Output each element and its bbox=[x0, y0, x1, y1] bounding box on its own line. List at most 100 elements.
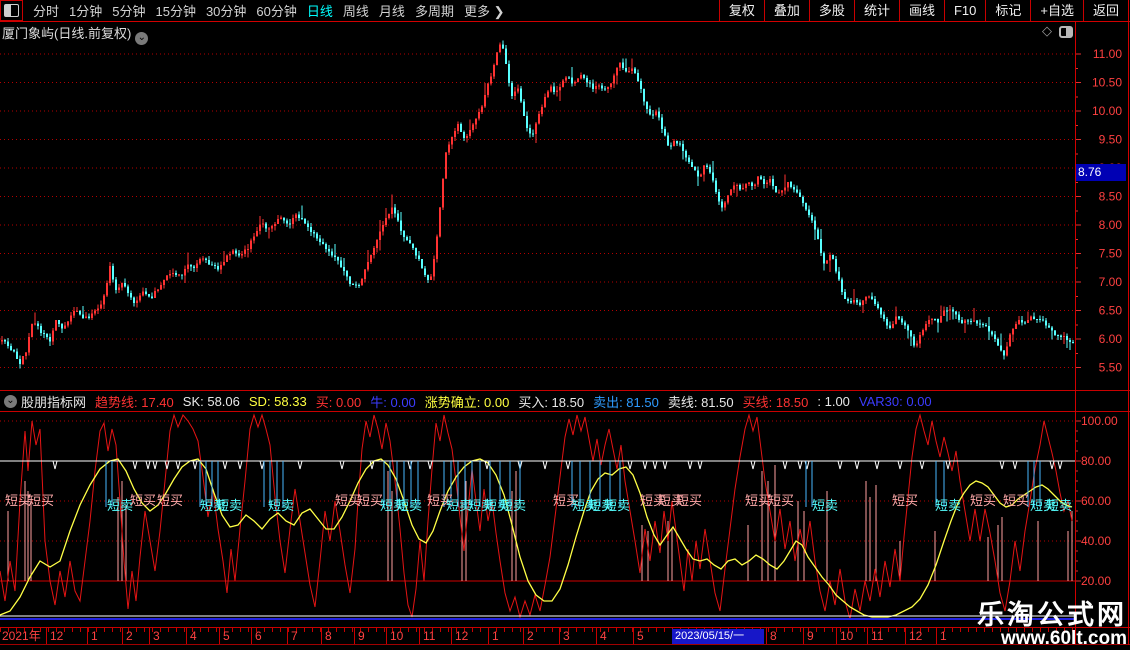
indicator-header: ⌄ 股朋指标网 趋势线: 17.40 SK: 58.06 SD: 58.33 买: 0… bbox=[0, 392, 1075, 411]
sell-signal-label: 短卖 bbox=[268, 498, 295, 513]
diamond-icon[interactable]: ◇ bbox=[1042, 23, 1052, 38]
axis-month-label: 5 bbox=[223, 629, 230, 643]
price-badge: 8.76 bbox=[1076, 164, 1126, 181]
period-item-4[interactable]: 30分钟 bbox=[205, 4, 247, 19]
sell-signal-label: 短卖 bbox=[604, 498, 631, 513]
action-button-1[interactable]: 叠加 bbox=[763, 0, 809, 21]
indicator-field-0: 趋势线: 17.40 bbox=[95, 395, 174, 410]
month-separator bbox=[836, 628, 837, 644]
svg-text:20.00: 20.00 bbox=[1081, 574, 1111, 588]
month-separator bbox=[87, 628, 88, 644]
axis-month-label: 6 bbox=[255, 629, 262, 643]
period-item-7[interactable]: 周线 bbox=[342, 4, 369, 19]
period-item-9[interactable]: 多周期 bbox=[414, 4, 454, 19]
indicator-field-1: SK: 58.06 bbox=[182, 394, 240, 409]
month-separator bbox=[488, 628, 489, 644]
period-item-6[interactable]: 日线 bbox=[306, 4, 333, 19]
toolbar-divider bbox=[0, 21, 1130, 22]
axis-month-label: 11 bbox=[423, 629, 436, 643]
watermark-name: 乐淘公式网 bbox=[977, 600, 1127, 630]
action-button-6[interactable]: 标记 bbox=[985, 0, 1030, 21]
svg-text:5.50: 5.50 bbox=[1099, 361, 1123, 375]
price-axis: 5.506.006.507.007.508.008.509.009.5010.0… bbox=[1075, 47, 1123, 588]
axis-month-label: 10 bbox=[390, 629, 404, 643]
title-row: 厦门象屿(日线.前复权) ⌄ bbox=[2, 23, 149, 45]
sell-signal-label: 短卖 bbox=[935, 498, 962, 513]
indicator-field-4: 牛: 0.00 bbox=[370, 395, 416, 410]
svg-text:10.50: 10.50 bbox=[1092, 76, 1122, 90]
buy-signal-label: 短买 bbox=[745, 493, 772, 508]
action-button-2[interactable]: 多股 bbox=[808, 0, 854, 21]
period-item-5[interactable]: 60分钟 bbox=[256, 4, 297, 19]
buy-signal-label: 短买 bbox=[427, 493, 454, 508]
svg-text:6.00: 6.00 bbox=[1099, 332, 1123, 346]
sell-signal-label: 短卖 bbox=[380, 498, 407, 513]
month-separator bbox=[419, 628, 420, 644]
month-separator bbox=[219, 628, 220, 644]
right-border bbox=[1128, 0, 1129, 645]
month-separator bbox=[386, 628, 387, 644]
month-separator bbox=[354, 628, 355, 644]
indicator-name[interactable]: 股朋指标网 bbox=[21, 395, 87, 410]
month-separator bbox=[867, 628, 868, 644]
action-button-0[interactable]: 复权 bbox=[718, 0, 764, 21]
month-separator bbox=[321, 628, 322, 644]
buy-signal-label: 短买 bbox=[676, 493, 703, 508]
axis-month-label: 12 bbox=[909, 629, 923, 643]
indicator-collapse-icon[interactable]: ⌄ bbox=[4, 395, 17, 408]
buy-signal-label: 短买 bbox=[1003, 493, 1030, 508]
period-item-3[interactable]: 15分钟 bbox=[155, 4, 196, 19]
month-separator bbox=[186, 628, 187, 644]
svg-text:40.00: 40.00 bbox=[1081, 534, 1111, 548]
indicator-field-6: 买入: 18.50 bbox=[518, 395, 585, 410]
period-menu: 分时 1分钟 5分钟 15分钟 30分钟 60分钟 日线 周线 月线 多周期 更多 ❯ bbox=[28, 0, 509, 21]
action-menu: 复权 叠加 多股 统计 画线 F10 标记 +自选 返回 bbox=[718, 0, 1129, 21]
svg-text:80.00: 80.00 bbox=[1081, 454, 1111, 468]
buy-signal-label: 短买 bbox=[335, 493, 362, 508]
buy-signal-label: 短买 bbox=[5, 493, 32, 508]
axis-month-label: 12 bbox=[50, 629, 64, 643]
sell-signal-label: 短卖 bbox=[812, 498, 839, 513]
axis-month-label: 1 bbox=[940, 629, 947, 643]
sell-signal-label: 短卖 bbox=[216, 498, 243, 513]
period-item-8[interactable]: 月线 bbox=[378, 4, 405, 19]
axis-month-label: 10 bbox=[840, 629, 854, 643]
month-separator bbox=[633, 628, 634, 644]
action-button-8[interactable]: 返回 bbox=[1082, 0, 1129, 21]
month-separator bbox=[451, 628, 452, 644]
axis-month-label: 1 bbox=[492, 629, 499, 643]
svg-text:100.00: 100.00 bbox=[1081, 414, 1118, 428]
indicator-canvas[interactable] bbox=[0, 413, 1075, 626]
window-split-icon[interactable] bbox=[1059, 26, 1073, 38]
action-button-4[interactable]: 画线 bbox=[898, 0, 944, 21]
action-button-3[interactable]: 统计 bbox=[853, 0, 899, 21]
axis-month-label: 8 bbox=[770, 629, 777, 643]
svg-text:8.00: 8.00 bbox=[1099, 218, 1123, 232]
indicator-field-9: 买线: 18.50 bbox=[742, 395, 809, 410]
layout-toggle-button[interactable] bbox=[0, 0, 23, 21]
action-button-7[interactable]: +自选 bbox=[1030, 0, 1083, 21]
buy-signal-label: 短买 bbox=[658, 493, 685, 508]
panel-layout-icon bbox=[4, 4, 19, 17]
axis-border bbox=[1075, 21, 1076, 644]
period-item-1[interactable]: 1分钟 bbox=[69, 4, 103, 19]
indicator-field-10: : 1.00 bbox=[817, 394, 850, 409]
title-dropdown-icon[interactable]: ⌄ bbox=[135, 32, 149, 45]
buy-signal-label: 短买 bbox=[157, 493, 184, 508]
period-item-10[interactable]: 更多 ❯ bbox=[463, 4, 505, 19]
period-item-2[interactable]: 5分钟 bbox=[112, 4, 146, 19]
sell-signal-label: 短卖 bbox=[446, 498, 473, 513]
top-toolbar: 分时 1分钟 5分钟 15分钟 30分钟 60分钟 日线 周线 月线 多周期 更多 ❯ 复权 叠加 多股… bbox=[0, 0, 1130, 21]
period-item-0[interactable]: 分时 bbox=[33, 4, 60, 19]
indicator-field-2: SD: 58.33 bbox=[248, 394, 307, 409]
svg-text:7.00: 7.00 bbox=[1099, 275, 1123, 289]
sell-signal-label: 短卖 bbox=[484, 498, 511, 513]
svg-text:7.50: 7.50 bbox=[1099, 247, 1123, 261]
main-chart-canvas[interactable] bbox=[0, 40, 1075, 390]
divider bbox=[0, 411, 1130, 412]
action-button-5[interactable]: F10 bbox=[943, 0, 985, 21]
divider bbox=[0, 627, 1130, 628]
month-separator bbox=[149, 628, 150, 644]
axis-month-label: 4 bbox=[600, 629, 607, 643]
axis-month-label: 12 bbox=[455, 629, 469, 643]
